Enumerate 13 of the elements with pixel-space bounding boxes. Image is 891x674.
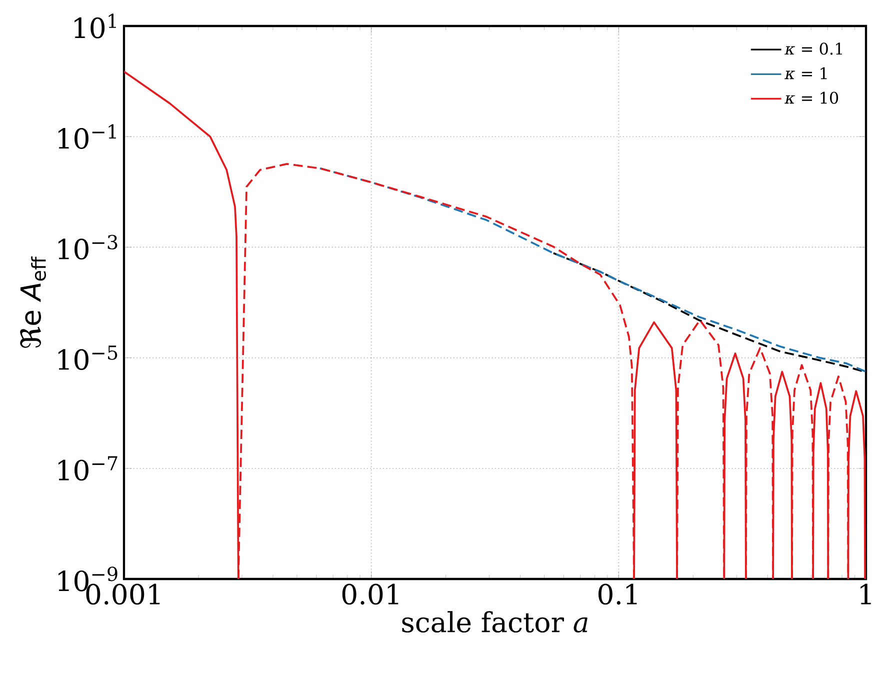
legend-label: κ = 10 (784, 92, 838, 104)
y-axis-title: ℜe A$_{eff}$ (20, 256, 46, 348)
y-tick-label: 10$^{1}$ (74, 14, 116, 38)
x-tick-label: 1 (860, 584, 871, 604)
y-tick-label: 10$^{−1}$ (58, 124, 116, 149)
legend-label: κ = 0.1 (784, 42, 842, 55)
x-axis-title: scale factor a (402, 611, 588, 633)
x-tick-label: 0.1 (598, 584, 637, 605)
legend-label: κ = 1 (784, 67, 827, 80)
y-tick-label: 10$^{−7}$ (58, 456, 118, 481)
x-tick-label: 0.01 (342, 584, 398, 605)
y-tick-label: 10$^{−3}$ (58, 234, 118, 260)
y-tick-label: 10$^{−5}$ (58, 346, 118, 370)
